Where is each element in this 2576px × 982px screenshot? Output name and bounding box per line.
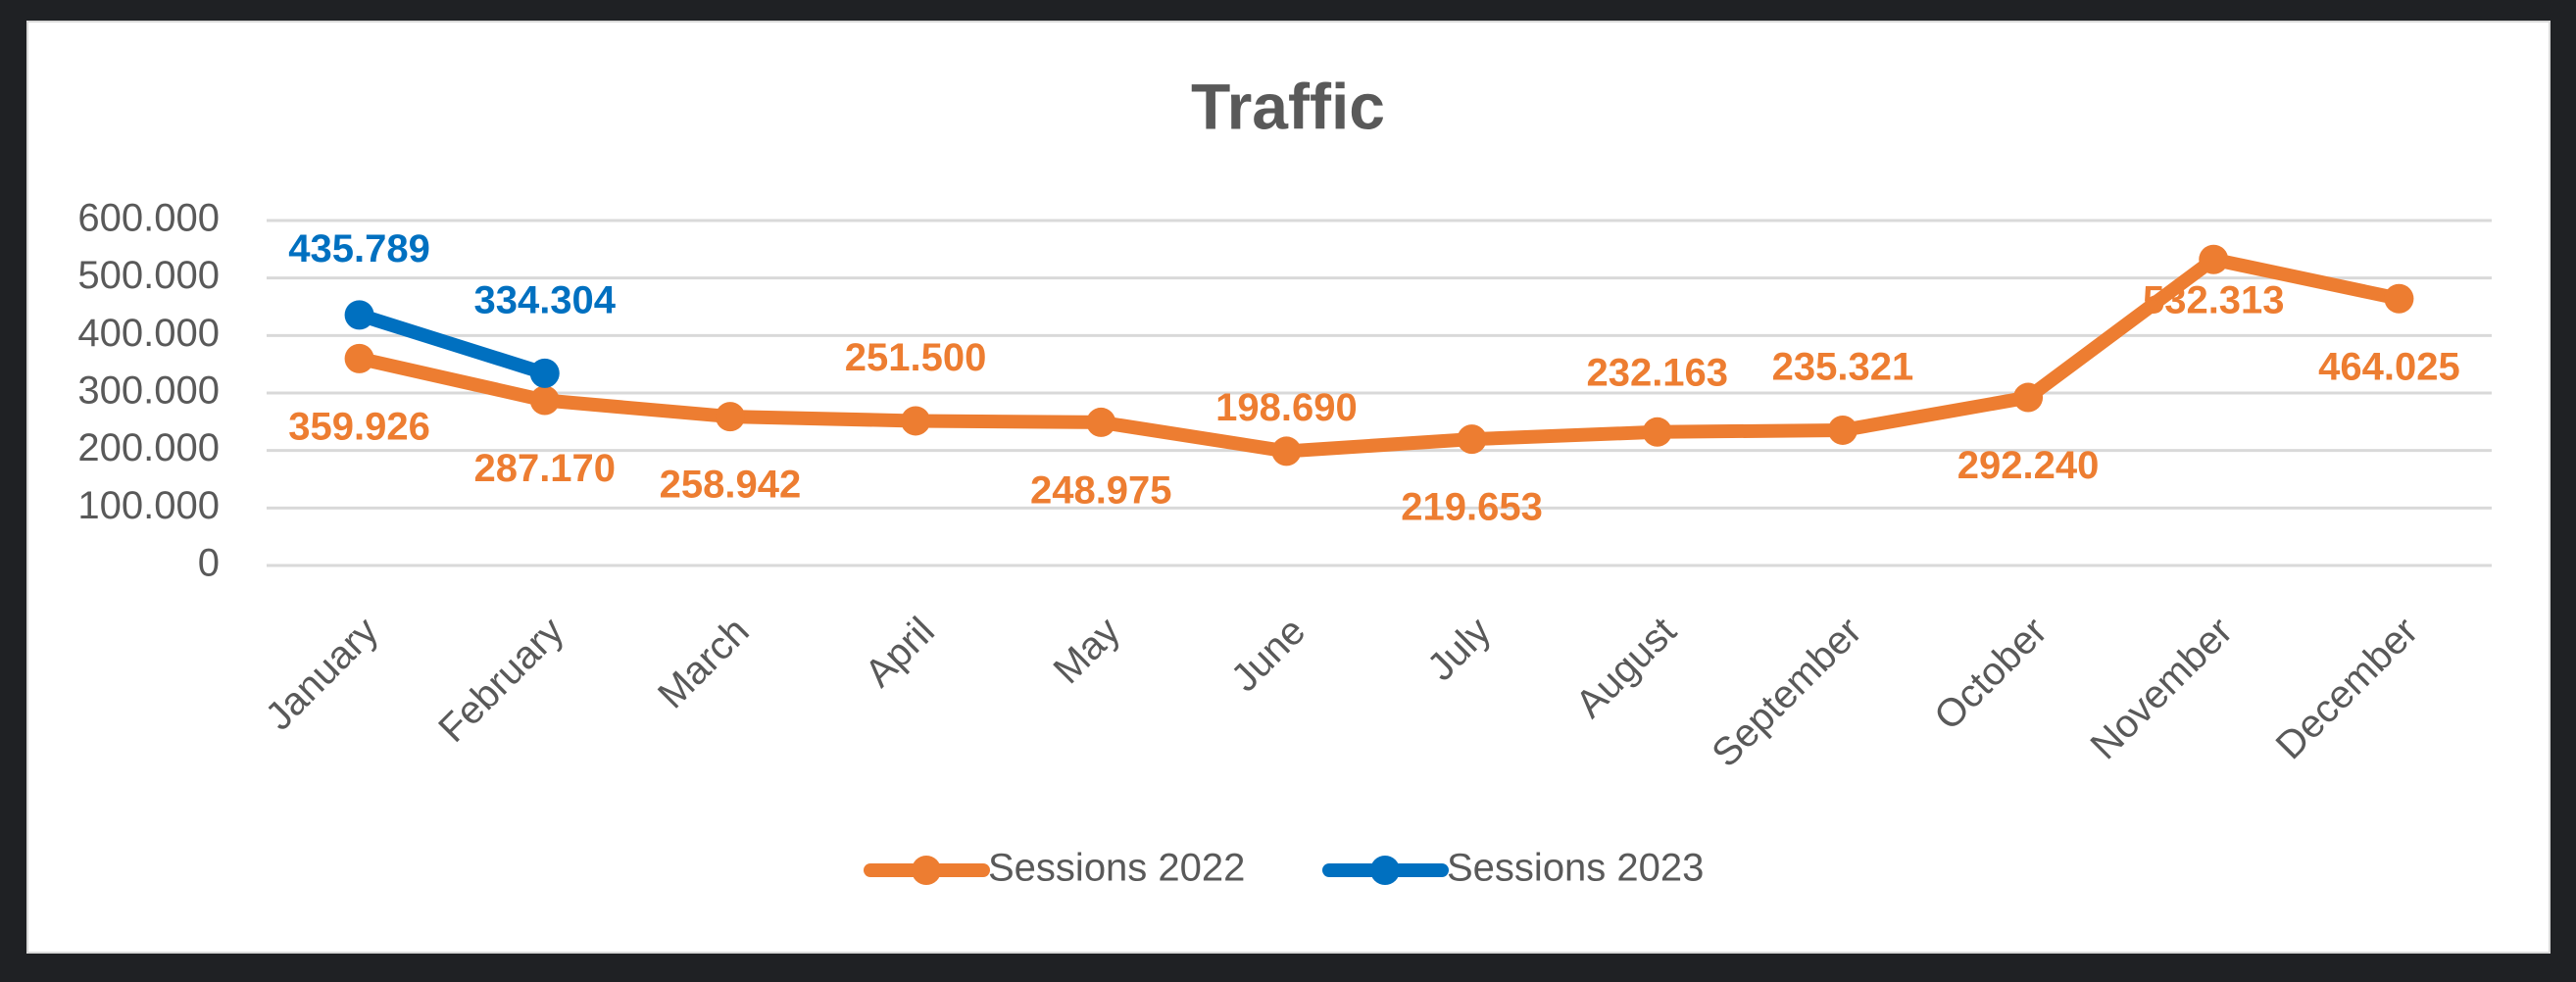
point-marker xyxy=(529,358,560,388)
data-label: 435.789 xyxy=(288,227,430,270)
legend-label: Sessions 2023 xyxy=(1447,847,1704,890)
data-label: 219.653 xyxy=(1401,486,1543,529)
point-marker xyxy=(1827,415,1858,445)
data-label: 248.975 xyxy=(1030,468,1172,512)
data-label: 198.690 xyxy=(1215,386,1358,429)
data-label: 292.240 xyxy=(1957,444,2100,487)
legend-label: Sessions 2022 xyxy=(988,847,1245,890)
y-tick-label: 100.000 xyxy=(77,484,220,527)
data-label: 235.321 xyxy=(1772,346,1914,389)
y-tick-label: 500.000 xyxy=(77,254,220,297)
y-tick-label: 400.000 xyxy=(77,312,220,355)
point-marker xyxy=(1642,417,1672,447)
point-marker xyxy=(1271,436,1302,466)
data-label: 251.500 xyxy=(845,336,987,379)
data-label: 334.304 xyxy=(473,278,616,321)
point-marker xyxy=(529,385,560,416)
point-marker xyxy=(1457,424,1487,455)
y-tick-label: 300.000 xyxy=(77,369,220,413)
point-marker xyxy=(344,343,374,373)
data-label: 359.926 xyxy=(288,405,430,448)
legend-marker xyxy=(1370,856,1400,885)
legend-marker xyxy=(912,856,941,885)
data-label: 532.313 xyxy=(2143,278,2285,321)
data-label: 464.025 xyxy=(2318,345,2460,388)
chart-title: Traffic xyxy=(1191,70,1385,142)
y-tick-label: 600.000 xyxy=(77,197,220,240)
data-label: 258.942 xyxy=(660,464,802,507)
point-marker xyxy=(1086,407,1116,437)
series-line xyxy=(352,308,552,380)
point-marker xyxy=(2013,382,2044,413)
series-line xyxy=(352,252,2406,459)
data-label: 287.170 xyxy=(473,447,616,490)
y-tick-label: 200.000 xyxy=(77,426,220,469)
y-tick-label: 0 xyxy=(198,542,220,585)
legend-item: Sessions 2023 xyxy=(1322,847,1704,890)
point-marker xyxy=(901,406,931,436)
point-marker xyxy=(344,300,374,330)
chart-area xyxy=(26,21,2551,954)
data-label: 232.163 xyxy=(1586,351,1728,394)
point-marker xyxy=(2384,283,2414,314)
point-marker xyxy=(2199,244,2229,274)
point-marker xyxy=(715,402,745,432)
legend-item: Sessions 2022 xyxy=(864,847,1245,890)
